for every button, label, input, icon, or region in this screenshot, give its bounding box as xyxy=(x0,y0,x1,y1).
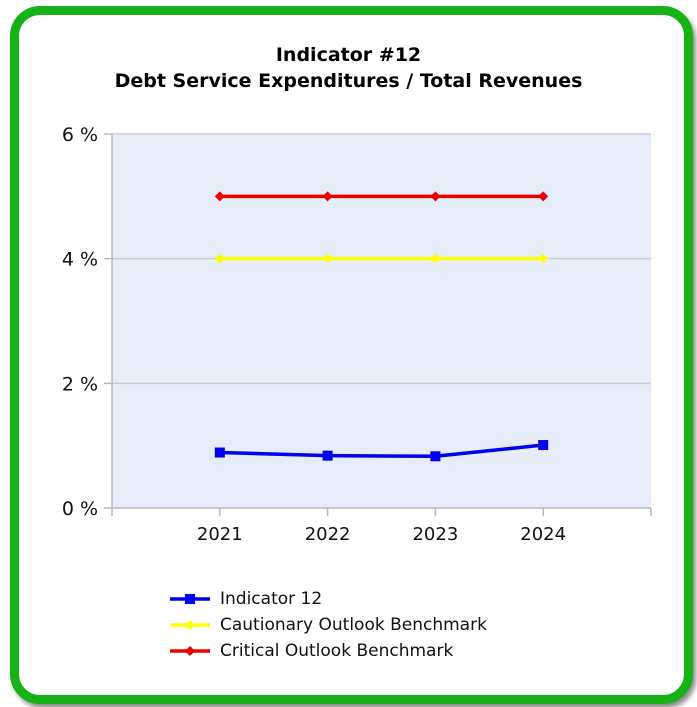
y-tick-label: 4 % xyxy=(62,249,98,271)
data-point xyxy=(538,191,549,202)
y-axis-ticks: 0 % 2 % 4 % 6 % xyxy=(62,124,112,520)
series-group xyxy=(214,191,549,462)
plot-area xyxy=(112,134,651,508)
x-axis-ticks: 2021 2022 2023 2024 xyxy=(111,508,652,545)
data-point xyxy=(322,450,333,461)
data-point xyxy=(430,253,441,264)
legend-item: Cautionary Outlook Benchmark xyxy=(168,612,487,638)
data-point xyxy=(430,451,441,462)
legend-label: Cautionary Outlook Benchmark xyxy=(220,615,487,635)
legend: Indicator 12 Cautionary Outlook Benchmark… xyxy=(168,586,487,664)
legend-label: Critical Outlook Benchmark xyxy=(220,641,454,661)
data-point xyxy=(322,253,333,264)
y-tick-label: 2 % xyxy=(62,373,98,395)
data-point xyxy=(538,253,549,264)
data-point xyxy=(322,191,333,202)
data-point xyxy=(430,191,441,202)
legend-item: Critical Outlook Benchmark xyxy=(168,638,487,664)
x-tick-label: 2021 xyxy=(197,524,243,545)
x-tick-label: 2023 xyxy=(412,524,458,545)
data-point xyxy=(214,191,225,202)
y-tick-label: 6 % xyxy=(62,124,98,146)
series-cautionary-outlook-benchmark xyxy=(214,253,549,264)
legend-swatch xyxy=(170,620,210,630)
x-tick-label: 2022 xyxy=(305,524,351,545)
y-tick-label: 0 % xyxy=(62,498,98,520)
legend-item: Indicator 12 xyxy=(168,586,487,612)
series-indicator-12 xyxy=(214,440,549,462)
x-tick-label: 2024 xyxy=(520,524,566,545)
legend-label: Indicator 12 xyxy=(220,589,323,609)
chart-subtitle: Debt Service Expenditures / Total Revenu… xyxy=(114,70,583,92)
data-point xyxy=(538,440,549,451)
axes xyxy=(111,134,651,509)
series-critical-outlook-benchmark xyxy=(214,191,549,202)
data-point xyxy=(214,447,225,458)
chart-title: Indicator #12 xyxy=(275,44,422,66)
legend-swatch xyxy=(170,646,210,656)
data-point xyxy=(214,253,225,264)
legend-swatch xyxy=(170,594,210,604)
series-line xyxy=(219,443,544,459)
